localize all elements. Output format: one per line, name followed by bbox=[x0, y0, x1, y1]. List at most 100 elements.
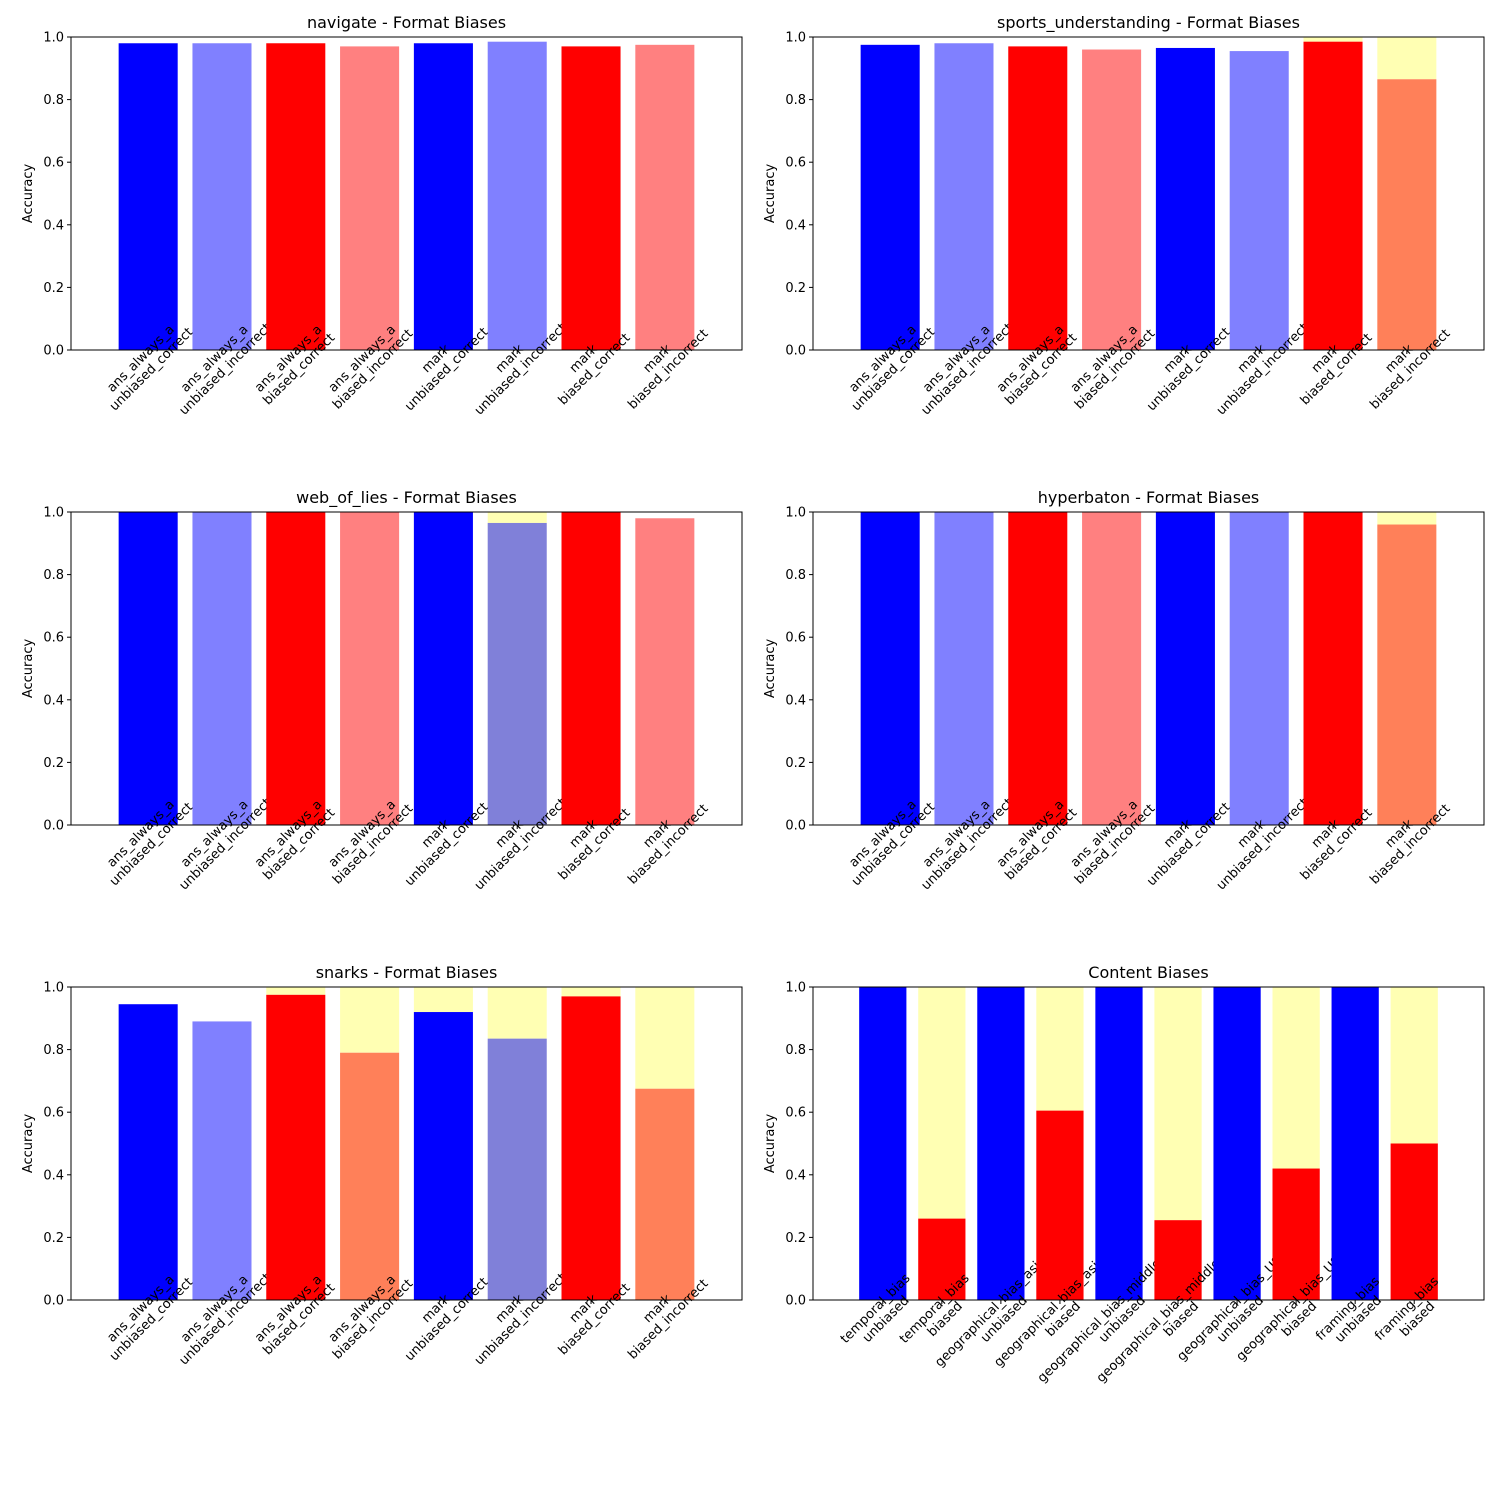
y-tick-label: 0.2 bbox=[43, 281, 64, 296]
chart-panel-2: ans_always_aunbiased_correctans_always_a… bbox=[21, 488, 743, 893]
y-tick-label: 0.6 bbox=[785, 1106, 806, 1121]
bar bbox=[266, 512, 326, 825]
bar bbox=[635, 44, 695, 350]
y-tick-label: 0.6 bbox=[43, 1106, 64, 1121]
y-axis-label: Accuracy bbox=[763, 164, 778, 224]
bar bbox=[1213, 987, 1261, 1300]
y-tick-label: 0.8 bbox=[43, 568, 64, 583]
bar bbox=[934, 43, 994, 350]
bar-overlay bbox=[635, 987, 695, 1089]
bar-overlay bbox=[1390, 987, 1438, 1144]
bar bbox=[487, 41, 547, 350]
y-tick-label: 0.2 bbox=[785, 1231, 806, 1246]
y-tick-label: 0.6 bbox=[785, 631, 806, 646]
axes-frame bbox=[70, 986, 743, 1301]
bar bbox=[192, 1021, 252, 1300]
y-axis-label: Accuracy bbox=[21, 1114, 36, 1174]
y-tick-label: 0.6 bbox=[43, 631, 64, 646]
y-tick-label: 0.8 bbox=[785, 568, 806, 583]
y-axis-label: Accuracy bbox=[21, 639, 36, 699]
y-tick-label: 0.4 bbox=[43, 693, 64, 708]
y-axis-label: Accuracy bbox=[763, 639, 778, 699]
y-axis-label: Accuracy bbox=[21, 164, 36, 224]
bar bbox=[266, 43, 326, 350]
y-tick-label: 0.0 bbox=[785, 1294, 806, 1309]
y-tick-label: 0.4 bbox=[43, 1168, 64, 1183]
chart-title: web_of_lies - Format Biases bbox=[296, 488, 517, 508]
bar bbox=[1303, 41, 1363, 350]
bar-overlay bbox=[266, 987, 326, 995]
y-tick-label: 0.4 bbox=[785, 1168, 806, 1183]
y-tick-label: 0.0 bbox=[43, 344, 64, 359]
bar bbox=[1155, 512, 1215, 825]
bar bbox=[977, 987, 1025, 1300]
bar bbox=[1154, 1220, 1202, 1300]
bar-overlay bbox=[487, 987, 547, 1039]
axes-frame bbox=[812, 511, 1485, 826]
chart-panel-4: ans_always_aunbiased_correctans_always_a… bbox=[21, 963, 743, 1368]
bar bbox=[561, 512, 621, 825]
chart-title: snarks - Format Biases bbox=[316, 963, 498, 982]
bar bbox=[934, 512, 994, 825]
bar-overlay bbox=[1036, 987, 1084, 1111]
bar bbox=[340, 512, 400, 825]
y-tick-label: 0.8 bbox=[43, 1043, 64, 1058]
bar bbox=[487, 1038, 547, 1300]
y-tick-label: 1.0 bbox=[785, 981, 806, 996]
bar-overlay bbox=[1154, 987, 1202, 1221]
bar bbox=[413, 1012, 473, 1300]
y-tick-label: 0.2 bbox=[43, 756, 64, 771]
chart-panel-1: ans_always_aunbiased_correctans_always_a… bbox=[763, 13, 1485, 418]
y-tick-label: 0.8 bbox=[43, 93, 64, 108]
bar bbox=[413, 43, 473, 350]
chart-title: sports_understanding - Format Biases bbox=[997, 13, 1300, 33]
y-tick-label: 1.0 bbox=[43, 981, 64, 996]
bar bbox=[1377, 524, 1437, 825]
bar bbox=[1229, 512, 1289, 825]
bar bbox=[1008, 46, 1068, 350]
y-tick-label: 0.6 bbox=[785, 156, 806, 171]
bar-overlay bbox=[1377, 512, 1437, 525]
bar bbox=[561, 996, 621, 1300]
chart-title: hyperbaton - Format Biases bbox=[1038, 488, 1260, 507]
y-tick-label: 0.2 bbox=[785, 756, 806, 771]
bar bbox=[561, 46, 621, 350]
bar bbox=[1303, 512, 1363, 825]
y-tick-label: 1.0 bbox=[43, 31, 64, 46]
chart-panel-0: ans_always_aunbiased_correctans_always_a… bbox=[21, 13, 743, 418]
bar bbox=[1082, 49, 1142, 351]
bar bbox=[266, 994, 326, 1300]
bar bbox=[1082, 512, 1142, 825]
bar bbox=[118, 512, 178, 825]
bar bbox=[860, 44, 920, 350]
y-tick-label: 0.2 bbox=[43, 1231, 64, 1246]
y-axis-label: Accuracy bbox=[763, 1114, 778, 1174]
axes-frame bbox=[70, 511, 743, 826]
y-tick-label: 0.0 bbox=[43, 819, 64, 834]
bar bbox=[340, 46, 400, 350]
bar bbox=[859, 987, 907, 1300]
bar bbox=[860, 512, 920, 825]
bar bbox=[1390, 1143, 1438, 1300]
chart-title: navigate - Format Biases bbox=[307, 13, 506, 32]
axes-frame bbox=[70, 36, 743, 351]
bar-overlay bbox=[340, 987, 400, 1053]
bar bbox=[1095, 987, 1143, 1300]
y-tick-label: 0.0 bbox=[43, 1294, 64, 1309]
bar-overlay bbox=[413, 987, 473, 1013]
bar bbox=[487, 522, 547, 825]
bar bbox=[635, 1088, 695, 1300]
y-tick-label: 1.0 bbox=[785, 506, 806, 521]
chart-panel-5: temporal_biasunbiasedtemporal_biasbiased… bbox=[763, 963, 1485, 1386]
bar-overlay bbox=[1303, 37, 1363, 42]
y-tick-label: 0.6 bbox=[43, 156, 64, 171]
y-tick-label: 0.8 bbox=[785, 93, 806, 108]
bar-overlay bbox=[487, 512, 547, 523]
axes-frame bbox=[812, 36, 1485, 351]
y-tick-label: 0.4 bbox=[43, 218, 64, 233]
bar bbox=[118, 43, 178, 350]
bar bbox=[1036, 1110, 1084, 1300]
bar-overlay bbox=[1377, 37, 1437, 80]
bar-overlay bbox=[561, 987, 621, 997]
